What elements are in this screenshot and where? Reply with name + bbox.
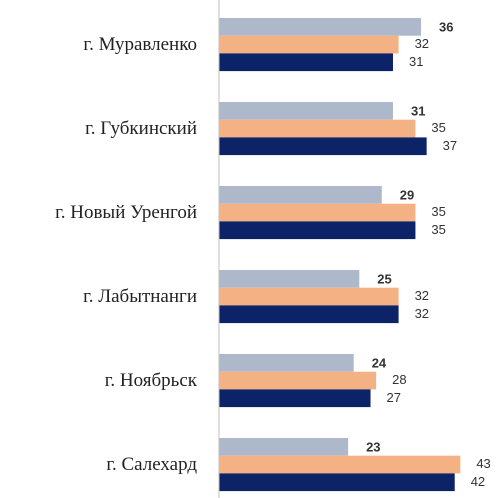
value-label: 28 xyxy=(392,372,406,387)
value-label: 25 xyxy=(377,271,391,286)
value-label: 36 xyxy=(439,19,453,34)
category-label: г. Муравленко xyxy=(83,34,197,55)
bar xyxy=(219,270,360,288)
bar xyxy=(219,389,371,408)
category-label: г. Губкинский xyxy=(85,118,197,139)
bar xyxy=(219,102,393,120)
value-label: 42 xyxy=(471,474,485,489)
value-label: 35 xyxy=(431,204,445,219)
bar xyxy=(219,354,354,372)
category-label: г. Лабытнанги xyxy=(83,286,197,307)
value-label: 43 xyxy=(476,456,490,471)
value-label: 32 xyxy=(415,288,429,303)
bar xyxy=(219,35,399,54)
bar xyxy=(219,186,382,204)
value-label: 31 xyxy=(409,54,423,69)
bar xyxy=(219,18,422,36)
value-label: 23 xyxy=(366,439,380,454)
bar xyxy=(219,119,416,138)
value-label: 37 xyxy=(443,138,457,153)
value-label: 32 xyxy=(415,36,429,51)
bar xyxy=(219,221,416,240)
value-label: 35 xyxy=(431,222,445,237)
bar xyxy=(219,473,455,492)
category-label: г. Новый Уренгой xyxy=(55,202,197,223)
bar xyxy=(219,438,349,456)
bar xyxy=(219,455,461,474)
category-label: г. Ноябрьск xyxy=(105,370,198,391)
value-label: 24 xyxy=(372,355,387,370)
bar xyxy=(219,371,377,390)
value-label: 31 xyxy=(411,103,425,118)
value-label: 29 xyxy=(400,187,414,202)
value-label: 35 xyxy=(431,120,445,135)
bar xyxy=(219,53,393,72)
bar xyxy=(219,287,399,306)
bar xyxy=(219,305,399,324)
value-label: 32 xyxy=(415,306,429,321)
bar xyxy=(219,203,416,222)
value-label: 27 xyxy=(387,390,401,405)
category-label: г. Салехард xyxy=(106,454,197,475)
bar xyxy=(219,137,427,156)
